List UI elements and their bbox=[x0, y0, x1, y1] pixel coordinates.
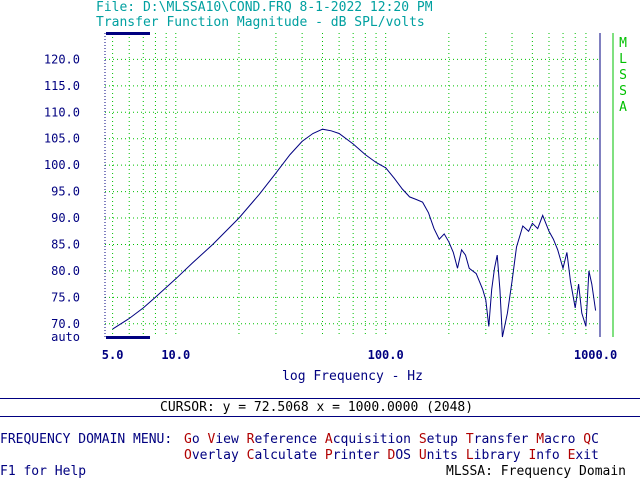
top-range-marker bbox=[106, 32, 150, 35]
cursor-separator-top bbox=[0, 398, 640, 399]
x-tick-label: 5.0 bbox=[102, 348, 124, 362]
menu-item-library[interactable]: Library bbox=[465, 448, 521, 463]
side-label-char: L bbox=[619, 52, 627, 67]
y-tick-label: auto bbox=[51, 330, 80, 344]
y-tick-label: 100.0 bbox=[44, 158, 80, 172]
menu-title: FREQUENCY DOMAIN MENU: bbox=[0, 432, 173, 447]
menu-item-transfer[interactable]: Transfer bbox=[465, 432, 529, 447]
frequency-plot: 120.0 115.0 110.0 105.0 100.0 95.0 90.0 85.0 80.… bbox=[44, 32, 627, 384]
help-hint: F1 for Help bbox=[0, 464, 87, 479]
menu-item-macro[interactable]: Macro bbox=[536, 432, 576, 447]
x-tick-label: 1000.0 bbox=[574, 348, 617, 362]
y-tick-label: 85.0 bbox=[51, 237, 80, 251]
menu-item-view[interactable]: View bbox=[207, 432, 239, 447]
y-tick-label: 95.0 bbox=[51, 185, 80, 199]
menu-item-overlay[interactable]: Overlay bbox=[184, 448, 239, 463]
menu-item-exit[interactable]: Exit bbox=[567, 448, 599, 463]
y-tick-label: 110.0 bbox=[44, 105, 80, 119]
side-label-char: M bbox=[619, 36, 627, 51]
menu-item-calculate[interactable]: Calculate bbox=[246, 448, 318, 463]
file-title: File: D:\MLSSA10\COND.FRQ 8-1-2022 12:20… bbox=[96, 0, 433, 15]
cursor-readout: CURSOR: y = 72.5068 x = 1000.0000 (2048) bbox=[160, 400, 474, 415]
menu-item-setup[interactable]: Setup bbox=[418, 432, 458, 447]
chart-subtitle: Transfer Function Magnitude - dB SPL/vol… bbox=[96, 15, 425, 30]
y-tick-label: 105.0 bbox=[44, 132, 80, 146]
menu-row-1: Go View Reference Acquisition Setup Tran… bbox=[184, 432, 599, 447]
bottom-range-marker bbox=[106, 336, 150, 339]
side-label-char: S bbox=[619, 84, 627, 99]
mode-status: MLSSA: Frequency Domain bbox=[446, 464, 627, 479]
menu-item-go[interactable]: Go bbox=[184, 432, 200, 447]
menu-item-acquisition[interactable]: Acquisition bbox=[324, 432, 412, 447]
menu-item-qc[interactable]: QC bbox=[583, 432, 599, 447]
y-tick-label: 115.0 bbox=[44, 79, 80, 93]
y-tick-label: 70.0 bbox=[51, 317, 80, 331]
response-curve bbox=[112, 128, 597, 338]
x-tick-label: 100.0 bbox=[368, 348, 404, 362]
x-axis-label: log Frequency - Hz bbox=[282, 369, 423, 384]
cursor-separator-bottom bbox=[0, 416, 640, 417]
y-tick-label: 120.0 bbox=[44, 52, 80, 66]
menu-item-units[interactable]: Units bbox=[418, 448, 458, 463]
side-label-char: S bbox=[619, 68, 627, 83]
menu-item-printer[interactable]: Printer bbox=[324, 448, 380, 463]
menu-row-2: Overlay Calculate Printer DOS Units Libr… bbox=[184, 448, 599, 463]
side-label-char: A bbox=[619, 100, 627, 115]
y-tick-label: 90.0 bbox=[51, 211, 80, 225]
menu-item-dos[interactable]: DOS bbox=[387, 448, 412, 463]
x-tick-label: 10.0 bbox=[161, 348, 190, 362]
menu-item-info[interactable]: Info bbox=[528, 448, 560, 463]
menu-item-reference[interactable]: Reference bbox=[246, 432, 318, 447]
y-tick-label: 75.0 bbox=[51, 290, 80, 304]
y-tick-label: 80.0 bbox=[51, 264, 80, 278]
